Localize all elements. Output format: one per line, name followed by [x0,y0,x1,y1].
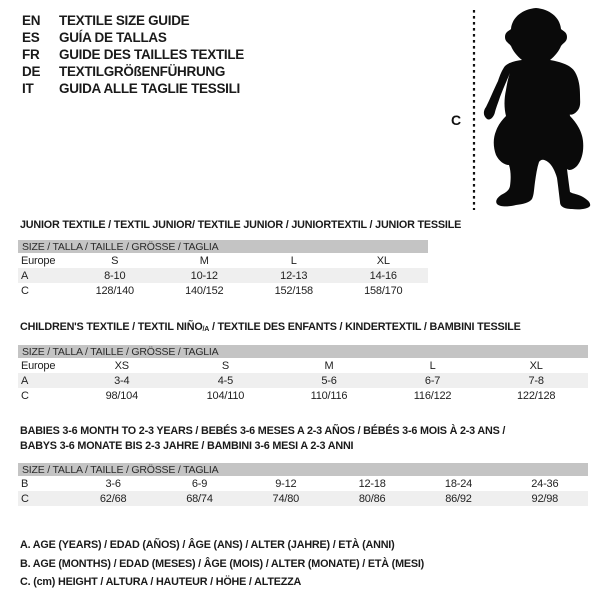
section-title-text: / TEXTILE DES ENFANTS / KINDERTEXTIL / B… [209,321,521,333]
table-cell: 116/122 [413,389,452,402]
section-title-line1: BABIES 3-6 MONTH TO 2-3 YEARS / BEBÉS 3-… [20,425,506,437]
section-title-junior: JUNIOR TEXTILE / TEXTIL JUNIOR/ TEXTILE … [20,218,461,233]
table-cell: 110/116 [310,389,348,402]
lang-code: IT [22,81,34,96]
section-title-text: CHILDREN'S TEXTILE / TEXTIL NIÑO [20,321,203,333]
table-cell: 24-36 [531,477,559,490]
table-cell: 80/86 [358,492,386,505]
table-cell: 3-4 [114,374,130,387]
table-cell: XL [529,359,543,372]
table-cell: 4-5 [217,374,234,387]
lang-code: ES [22,30,40,45]
size-header-text: SIZE / TALLA / TAILLE / GRÖSSE / TAGLIA [22,345,219,358]
table-row-age: A 3-4 4-5 5-6 6-7 7-8 [18,373,588,388]
table-cell: 9-12 [275,477,297,490]
table-cell: 10-12 [190,269,218,282]
lang-row-fr: FR GUIDE DES TAILLES TEXTILE [22,46,244,63]
table-cell: 7-8 [528,374,545,387]
row-label: C [21,284,29,297]
table-cell: 158/170 [364,284,403,297]
size-header-bar: SIZE / TALLA / TAILLE / GRÖSSE / TAGLIA [18,345,588,358]
lang-code: EN [22,13,41,28]
table-cell: 92/98 [531,492,559,505]
table-row-height: C 128/140 140/152 152/158 158/170 [18,283,428,298]
table-cell: L [290,254,297,267]
lang-title: GUIDE DES TAILLES TEXTILE [59,47,245,62]
table-row-europe: Europe XS S M L XL [18,358,588,373]
table-cell: 62/68 [99,492,127,505]
table-cell: 12-18 [358,477,386,490]
table-cell: 6-9 [191,477,208,490]
table-cell: 104/110 [206,389,245,402]
table-cell: L [429,359,436,372]
height-marker-label: C [451,112,461,128]
table-cell: 18-24 [444,477,473,490]
row-label: A [21,374,29,387]
table-row-height: C 98/104 104/110 110/116 116/122 122/128 [18,388,588,403]
size-table-junior: SIZE / TALLA / TAILLE / GRÖSSE / TAGLIA … [18,240,428,298]
table-cell: 74/80 [272,492,300,505]
baby-height-figure: C [440,4,600,216]
table-cell: 128/140 [95,284,135,297]
table-cell: 122/128 [516,389,556,402]
lang-row-en: EN TEXTILE SIZE GUIDE [22,12,244,29]
table-row-height: C 62/68 68/74 74/80 80/86 86/92 92/98 [18,491,588,506]
baby-silhouette-icon [483,8,591,210]
table-row-age: A 8-10 10-12 12-13 14-16 [18,268,428,283]
lang-code: FR [22,47,40,62]
table-cell: S [111,254,119,267]
legend: A. AGE (YEARS) / EDAD (AÑOS) / ÂGE (ANS)… [20,536,424,592]
table-cell: XS [114,359,129,372]
row-label: Europe [21,359,56,372]
table-cell: 152/158 [274,284,314,297]
lang-code: DE [22,64,41,79]
lang-title: TEXTILGRÖßENFÜHRUNG [59,64,226,79]
table-row-europe: Europe S M L XL [18,253,428,268]
legend-line-b: B. AGE (MONTHS) / EDAD (MESES) / ÂGE (MO… [20,557,425,570]
table-row-months: B 3-6 6-9 9-12 12-18 18-24 24-36 [18,476,588,491]
size-table-babies: SIZE / TALLA / TAILLE / GRÖSSE / TAGLIA … [18,463,588,506]
table-cell: 86/92 [445,492,472,505]
table-cell: 5-6 [321,374,337,387]
legend-line-a: A. AGE (YEARS) / EDAD (AÑOS) / ÂGE (ANS)… [20,539,395,551]
section-title-babies: BABIES 3-6 MONTH TO 2-3 YEARS / BEBÉS 3-… [20,424,505,454]
size-table-children: SIZE / TALLA / TAILLE / GRÖSSE / TAGLIA … [18,345,588,403]
lang-row-es: ES GUÍA DE TALLAS [22,29,244,46]
section-title-line2: BABYS 3-6 MONATE BIS 2-3 JAHRE / BAMBINI… [20,440,354,452]
size-header-bar: SIZE / TALLA / TAILLE / GRÖSSE / TAGLIA [18,463,588,476]
table-cell: 68/74 [186,492,213,505]
row-label: B [21,477,29,490]
section-title-children: CHILDREN'S TEXTILE / TEXTIL NIÑO/A / TEX… [20,320,521,337]
lang-title: GUÍA DE TALLAS [59,30,167,45]
table-cell: 14-16 [369,269,397,282]
lang-title: TEXTILE SIZE GUIDE [59,13,190,28]
table-cell: 6-7 [424,374,441,387]
row-label: C [21,389,29,402]
table-cell: XL [376,254,390,267]
section-title-text: JUNIOR TEXTILE / TEXTIL JUNIOR/ TEXTILE … [20,219,462,231]
row-label: C [21,492,29,505]
row-label: Europe [21,254,56,267]
legend-line-c: C. (cm) HEIGHT / ALTURA / HAUTEUR / HÖHE… [20,576,302,588]
table-cell: S [221,359,229,372]
lang-title: GUIDA ALLE TAGLIE TESSILI [59,81,240,96]
lang-row-de: DE TEXTILGRÖßENFÜHRUNG [22,63,244,80]
row-label: A [21,269,29,282]
size-header-text: SIZE / TALLA / TAILLE / GRÖSSE / TAGLIA [22,240,219,253]
table-cell: M [199,254,209,267]
table-cell: 98/104 [105,389,139,402]
size-header-bar: SIZE / TALLA / TAILLE / GRÖSSE / TAGLIA [18,240,428,253]
section-title-subscript: /A [202,326,210,333]
size-header-text: SIZE / TALLA / TAILLE / GRÖSSE / TAGLIA [22,463,219,476]
table-cell: M [324,359,334,372]
table-cell: 3-6 [105,477,122,490]
language-header: EN TEXTILE SIZE GUIDE ES GUÍA DE TALLAS … [22,12,244,97]
table-cell: 12-13 [280,269,308,282]
table-cell: 140/152 [185,284,224,297]
table-cell: 8-10 [104,269,126,282]
lang-row-it: IT GUIDA ALLE TAGLIE TESSILI [22,80,244,97]
